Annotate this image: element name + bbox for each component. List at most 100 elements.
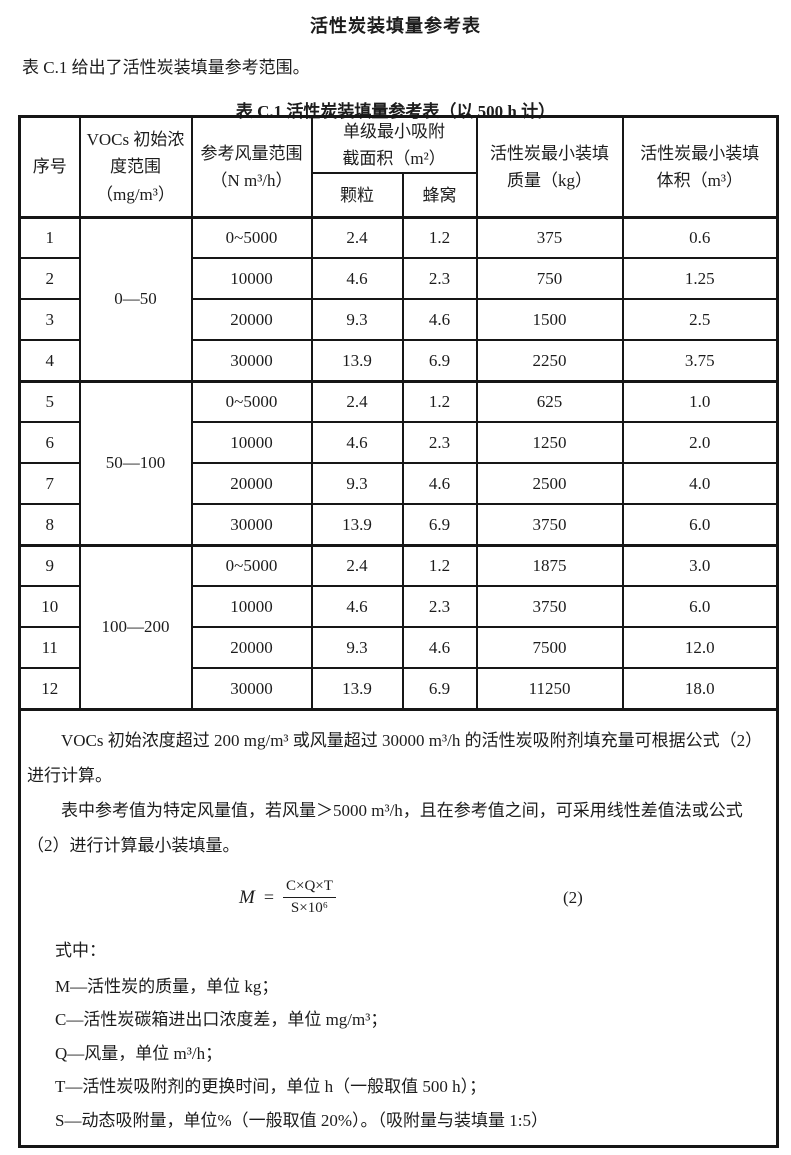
cell-granular: 2.4 <box>310 543 404 588</box>
table-row: 7 20000 9.3 4.6 2500 4.0 <box>18 462 779 506</box>
table-row: 2 10000 4.6 2.3 750 1.25 <box>18 257 779 301</box>
formula-fraction: C×Q×T S×10⁶ <box>282 877 336 919</box>
cell-airflow: 20000 <box>190 462 313 506</box>
cell-honeycomb: 1.2 <box>401 215 478 260</box>
cell-no: 3 <box>18 298 81 342</box>
cell-granular: 4.6 <box>310 421 404 465</box>
cell-volume: 6.0 <box>621 585 779 629</box>
cell-airflow: 30000 <box>190 339 313 383</box>
cell-honeycomb: 2.3 <box>401 257 478 301</box>
header-cross-section: 单级最小吸附 截面积（m²） <box>310 115 478 175</box>
cell-no: 12 <box>18 667 81 711</box>
legend-label: 式中： <box>55 940 106 960</box>
cell-no: 2 <box>18 257 81 301</box>
header-volume: 活性炭最小装填 体积（m³） <box>621 115 779 219</box>
table-row: 4 30000 13.9 6.9 2250 3.75 <box>18 339 779 383</box>
table-row: 11 20000 9.3 4.6 7500 12.0 <box>18 626 779 670</box>
cell-volume: 0.6 <box>621 215 779 260</box>
cell-volume: 3.75 <box>621 339 779 383</box>
cell-airflow: 10000 <box>190 257 313 301</box>
table-header: 序号 VOCs 初始浓 度范围 （mg/m³） 参考风量范围 （N m³/h） … <box>18 115 779 219</box>
cell-no: 5 <box>18 379 81 424</box>
table-row: 1 0—50 0~5000 2.4 1.2 375 0.6 <box>18 215 779 383</box>
cell-honeycomb: 2.3 <box>401 585 478 629</box>
cell-no: 11 <box>18 626 81 670</box>
cell-voc-group: 0—50 <box>78 215 193 383</box>
notes-section: VOCs 初始浓度超过 200 mg/m³ 或风量超过 30000 m³/h 的… <box>18 707 779 1148</box>
note-paragraph-1: VOCs 初始浓度超过 200 mg/m³ 或风量超过 30000 m³/h 的… <box>27 730 763 785</box>
cell-granular: 13.9 <box>310 339 404 383</box>
cell-granular: 9.3 <box>310 462 404 506</box>
cell-airflow: 20000 <box>190 626 313 670</box>
cell-honeycomb: 4.6 <box>401 462 478 506</box>
cell-airflow: 0~5000 <box>190 543 313 588</box>
header-row-2: 颗粒 蜂窝 <box>20 172 778 219</box>
legend-line-s: S—动态吸附量，单位%（一般取值 20%）。（吸附量与装填量 1:5） <box>55 1110 548 1130</box>
cell-mass: 11250 <box>475 667 624 711</box>
cell-granular: 13.9 <box>310 503 404 547</box>
cell-volume: 1.25 <box>621 257 779 301</box>
cell-volume: 1.0 <box>621 379 779 424</box>
cell-granular: 13.9 <box>310 667 404 711</box>
cell-no: 4 <box>18 339 81 383</box>
header-no: 序号 <box>18 115 81 219</box>
cell-mass: 1875 <box>475 543 624 588</box>
header-mass: 活性炭最小装填 质量（kg） <box>475 115 624 219</box>
formula: M = C×Q×T S×10⁶ <box>239 877 336 919</box>
page-title: 活性炭装填量参考表 <box>310 16 481 36</box>
header-airflow: 参考风量范围 （N m³/h） <box>190 115 313 219</box>
cell-volume: 6.0 <box>621 503 779 547</box>
cell-mass: 2250 <box>475 339 624 383</box>
table-row: 10 10000 4.6 2.3 3750 6.0 <box>18 585 779 629</box>
cell-mass: 1250 <box>475 421 624 465</box>
equation-number: (2) <box>563 887 583 907</box>
table-row: 8 30000 13.9 6.9 3750 6.0 <box>18 503 779 547</box>
cell-granular: 9.3 <box>310 626 404 670</box>
table-row: 9 100—200 0~5000 2.4 1.2 1875 3.0 <box>18 543 779 711</box>
cell-mass: 3750 <box>475 585 624 629</box>
notes-row: VOCs 初始浓度超过 200 mg/m³ 或风量超过 30000 m³/h 的… <box>18 707 779 1148</box>
cell-honeycomb: 6.9 <box>401 503 478 547</box>
table-row: 5 50—100 0~5000 2.4 1.2 625 1.0 <box>18 379 779 547</box>
cell-mass: 375 <box>475 215 624 260</box>
formula-denominator: S×10⁶ <box>290 900 328 917</box>
legend-line-c: C—活性炭碳箱进出口浓度差，单位 mg/m³； <box>55 1010 388 1030</box>
cell-mass: 7500 <box>475 626 624 670</box>
legend-line-t: T—活性炭吸附剂的更换时间，单位 h（一般取值 500 h）； <box>55 1077 487 1097</box>
formula-lhs: M <box>239 886 255 908</box>
legend-line-q: Q—风量，单位 m³/h； <box>55 1043 223 1063</box>
table-row: 6 10000 4.6 2.3 1250 2.0 <box>18 421 779 465</box>
cell-mass: 625 <box>475 379 624 424</box>
legend-line-m: M—活性炭的质量，单位 kg； <box>55 976 279 996</box>
formula-numerator: C×Q×T <box>282 877 336 899</box>
header-granular: 颗粒 <box>310 172 404 219</box>
table-row: 12 30000 13.9 6.9 11250 18.0 <box>18 667 779 711</box>
cell-granular: 2.4 <box>310 379 404 424</box>
cell-mass: 2500 <box>475 462 624 506</box>
cell-airflow: 30000 <box>190 503 313 547</box>
cell-volume: 3.0 <box>621 543 779 588</box>
cell-volume: 2.5 <box>621 298 779 342</box>
cell-airflow: 0~5000 <box>190 379 313 424</box>
cell-no: 7 <box>18 462 81 506</box>
cell-volume: 2.0 <box>621 421 779 465</box>
cell-volume: 12.0 <box>621 626 779 670</box>
cell-volume: 18.0 <box>621 667 779 711</box>
cell-mass: 3750 <box>475 503 624 547</box>
note-paragraph-2: 表中参考值为特定风量值，若风量＞5000 m³/h，且在参考值之间，可采用线性差… <box>27 800 743 855</box>
cell-honeycomb: 4.6 <box>401 298 478 342</box>
cell-mass: 750 <box>475 257 624 301</box>
cell-honeycomb: 2.3 <box>401 421 478 465</box>
header-row-1: 序号 VOCs 初始浓 度范围 （mg/m³） 参考风量范围 （N m³/h） … <box>18 115 779 219</box>
cell-mass: 1500 <box>475 298 624 342</box>
cell-granular: 4.6 <box>310 585 404 629</box>
cell-honeycomb: 1.2 <box>401 379 478 424</box>
cell-granular: 2.4 <box>310 215 404 260</box>
cell-granular: 9.3 <box>310 298 404 342</box>
formula-line: M = C×Q×T S×10⁶ (2) <box>27 868 768 928</box>
table-row: 3 20000 9.3 4.6 1500 2.5 <box>18 298 779 342</box>
reference-table: 序号 VOCs 初始浓 度范围 （mg/m³） 参考风量范围 （N m³/h） … <box>18 115 780 1149</box>
cell-honeycomb: 1.2 <box>401 543 478 588</box>
header-voc-range: VOCs 初始浓 度范围 （mg/m³） <box>78 115 193 219</box>
